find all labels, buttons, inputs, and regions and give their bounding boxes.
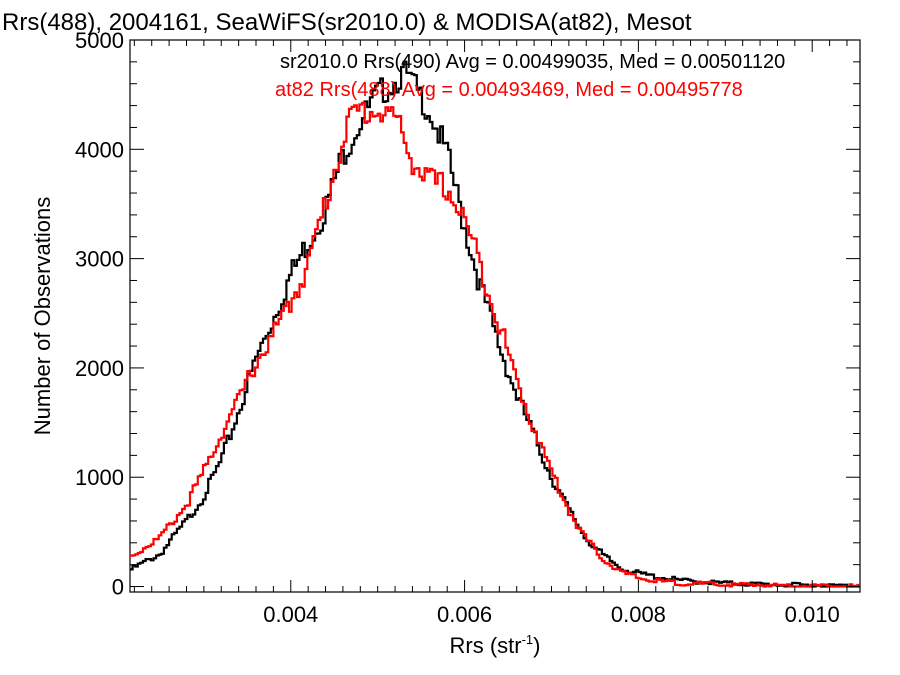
x-tick-label: 0.010: [785, 602, 840, 627]
x-axis-label-main: Rrs (str: [450, 633, 522, 658]
y-axis-label: Number of Observations: [30, 197, 55, 435]
x-tick-label: 0.004: [263, 602, 318, 627]
series-layer: [130, 60, 860, 588]
y-tick-label: 1000: [75, 465, 124, 490]
plot-frame: [129, 39, 861, 593]
chart-title: Rrs(488), 2004161, SeaWiFS(sr2010.0) & M…: [2, 9, 692, 36]
legend-entry-at82: at82 Rrs(488) Avg = 0.00493469, Med = 0.…: [275, 79, 743, 101]
y-tick-label: 4000: [75, 137, 124, 162]
x-tick-label: 0.008: [611, 602, 666, 627]
series-line-sr2010.0: [130, 60, 860, 588]
y-tick-label: 0: [112, 575, 124, 600]
legend-entry-sr2010: sr2010.0 Rrs(490) Avg = 0.00499035, Med …: [280, 51, 785, 73]
tick-layer: 0.004 0.006 0.008 0.010 0 1000 2000 3000 4000 500…: [75, 28, 860, 627]
y-tick-label: 5000: [75, 28, 124, 53]
x-axis-label: Rrs (str-1): [450, 632, 541, 658]
y-tick-label: 3000: [75, 247, 124, 272]
x-axis-label-close: ): [533, 633, 540, 658]
x-tick-label: 0.006: [437, 602, 492, 627]
y-tick-label: 2000: [75, 356, 124, 381]
x-axis-label-sup: -1: [522, 632, 534, 647]
series-line-at82: [130, 101, 860, 588]
